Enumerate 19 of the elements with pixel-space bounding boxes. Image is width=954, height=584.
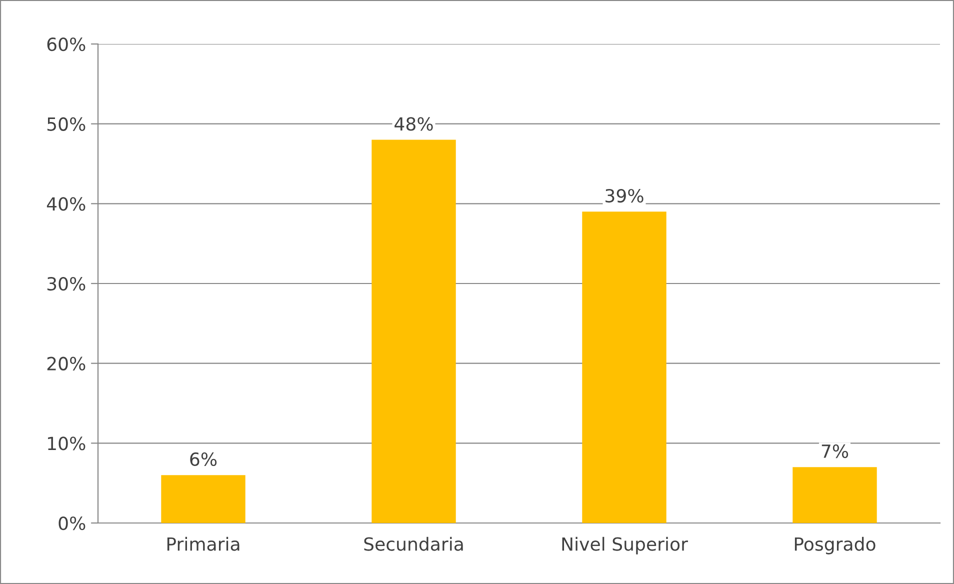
y-tick-label: 40%: [46, 197, 86, 211]
bar: [792, 467, 877, 523]
y-tick-label: 0%: [58, 516, 86, 530]
data-label: 6%: [190, 452, 217, 466]
data-label: 39%: [606, 188, 644, 203]
data-label: 48%: [394, 117, 433, 131]
x-tick-label: Primaria: [167, 536, 240, 551]
bar: [161, 475, 246, 523]
x-tick-label: Nivel Superior: [562, 536, 688, 554]
y-tick-label: 30%: [47, 276, 86, 291]
y-tick-label: 50%: [47, 117, 86, 131]
data-label: 7%: [822, 444, 848, 458]
x-tick-label: Posgrado: [794, 536, 876, 554]
x-tick-label: Secundaria: [364, 536, 463, 551]
bar: [582, 212, 666, 523]
y-tick-label: 60%: [47, 37, 86, 52]
y-tick-label: 10%: [48, 436, 86, 450]
y-tick-label: 20%: [47, 356, 86, 370]
bar: [372, 140, 456, 523]
